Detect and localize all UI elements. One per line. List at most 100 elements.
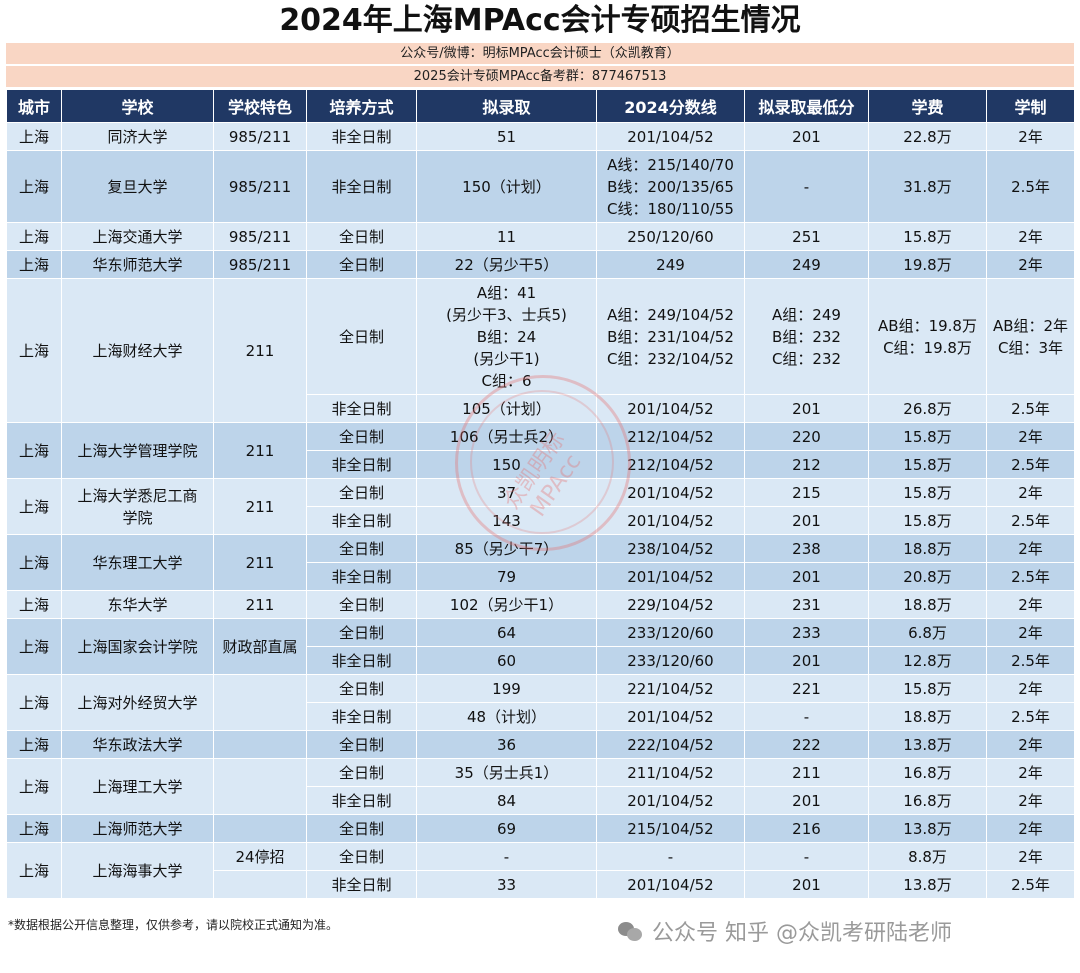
table-row: 非全日制 105（计划） 201/104/52 201 26.8万 2.5年 [6, 394, 1075, 423]
cell-line: 212/104/52 [596, 450, 745, 479]
cell-line: 233/120/60 [596, 618, 745, 647]
page-title: 2024年上海MPAcc会计专硕招生情况 [279, 3, 801, 38]
cell-years: 2年 [986, 730, 1075, 759]
cell-line: 215/104/52 [596, 814, 745, 843]
cell-line: 222/104/52 [596, 730, 745, 759]
cell-mode: 非全日制 [306, 150, 417, 223]
cell-city: 上海 [6, 534, 62, 591]
table-row: 上海 上海国家会计学院 财政部直属 全日制 64 233/120/60 233 … [6, 618, 1075, 675]
cell-mode: 非全日制 [306, 506, 417, 535]
cell-fee: 31.8万 [868, 150, 987, 223]
admissions-table: 城市 学校 学校特色 培养方式 拟录取 2024分数线 拟录取最低分 学费 学制… [6, 89, 1075, 899]
cell-years: 2.5年 [986, 646, 1075, 675]
cell-school: 上海理工大学 [61, 758, 214, 815]
cell-line: A组：249/104/52 B组：231/104/52 C组：232/104/5… [596, 278, 745, 395]
cell-city: 上海 [6, 590, 62, 619]
admit-a-extra: (另少干3、士兵5) [446, 305, 567, 324]
cell-admit: 85（另少干7） [416, 534, 597, 563]
cell-years: 2.5年 [986, 702, 1075, 731]
cell-admit: 60 [416, 646, 597, 675]
cell-min: - [744, 842, 869, 871]
cell-min: 238 [744, 534, 869, 563]
cell-years: 2年 [986, 222, 1075, 251]
line-b: B线：200/135/65 [607, 177, 734, 196]
cell-line: 229/104/52 [596, 590, 745, 619]
cell-fee: 15.8万 [868, 478, 987, 507]
cell-fee: AB组：19.8万 C组：19.8万 [868, 278, 987, 395]
cell-fee: 15.8万 [868, 422, 987, 451]
min-a: A组：249 [772, 305, 841, 324]
header-years: 学制 [986, 89, 1075, 123]
subtitle-group: 2025会计专硕MPAcc备考群：877467513 [6, 66, 1074, 87]
cell-line: 249 [596, 250, 745, 279]
cell-fee: 15.8万 [868, 506, 987, 535]
admit-b: B组：24 [476, 327, 537, 346]
cell-line: 201/104/52 [596, 870, 745, 899]
cell-feature: 211 [213, 478, 307, 535]
cell-years: 2年 [986, 422, 1075, 451]
cell-mode: 非全日制 [306, 450, 417, 479]
cell-fee: 8.8万 [868, 842, 987, 871]
line-b: B组：231/104/52 [607, 327, 734, 346]
cell-feature: 985/211 [213, 150, 307, 223]
header-school: 学校 [61, 89, 214, 123]
cell-years: 2年 [986, 250, 1075, 279]
cell-line: 238/104/52 [596, 534, 745, 563]
cell-admit: 35（另士兵1） [416, 758, 597, 787]
cell-school: 上海财经大学 [61, 278, 214, 423]
cell-line: 201/104/52 [596, 562, 745, 591]
cell-min: 212 [744, 450, 869, 479]
header-admit: 拟录取 [416, 89, 597, 123]
cell-fee: 26.8万 [868, 394, 987, 423]
cell-line: 233/120/60 [596, 646, 745, 675]
cell-feature: 211 [213, 590, 307, 619]
table-row: 上海 上海师范大学 全日制 69 215/104/52 216 13.8万 2年 [6, 814, 1075, 843]
wechat-icon [618, 920, 644, 942]
cell-min: 211 [744, 758, 869, 787]
cell-min: 201 [744, 506, 869, 535]
cell-fee: 16.8万 [868, 758, 987, 787]
cell-mode: 非全日制 [306, 702, 417, 731]
cell-city: 上海 [6, 674, 62, 731]
fee-c: C组：19.8万 [883, 338, 972, 357]
subtitle-contact: 公众号/微博：明标MPAcc会计硕士（众凯教育） [6, 43, 1074, 64]
cell-fee: 13.8万 [868, 730, 987, 759]
cell-school: 华东师范大学 [61, 250, 214, 279]
cell-city: 上海 [6, 222, 62, 251]
cell-admit: 48（计划） [416, 702, 597, 731]
cell-line: 201/104/52 [596, 122, 745, 151]
cell-city: 上海 [6, 730, 62, 759]
cell-fee: 19.8万 [868, 250, 987, 279]
cell-fee: 12.8万 [868, 646, 987, 675]
cell-years: 2年 [986, 786, 1075, 815]
cell-admit: 106（另士兵2） [416, 422, 597, 451]
cell-fee: 18.8万 [868, 534, 987, 563]
cell-years: 2.5年 [986, 394, 1075, 423]
cell-mode: 全日制 [306, 478, 417, 507]
cell-years: 2.5年 [986, 150, 1075, 223]
table-row: 上海 东华大学 211 全日制 102（另少干1） 229/104/52 231… [6, 590, 1075, 619]
cell-admit: 51 [416, 122, 597, 151]
cell-fee: 13.8万 [868, 870, 987, 899]
cell-mode: 全日制 [306, 758, 417, 787]
cell-admit: 150 [416, 450, 597, 479]
cell-feature [213, 758, 307, 815]
cell-years: 2.5年 [986, 562, 1075, 591]
cell-min: 249 [744, 250, 869, 279]
cell-fee: 16.8万 [868, 786, 987, 815]
cell-fee: 18.8万 [868, 702, 987, 731]
cell-city: 上海 [6, 422, 62, 479]
cell-line: 250/120/60 [596, 222, 745, 251]
cell-city: 上海 [6, 618, 62, 675]
cell-line: 201/104/52 [596, 786, 745, 815]
cell-min: 201 [744, 646, 869, 675]
cell-feature: 211 [213, 422, 307, 479]
cell-mode: 全日制 [306, 618, 417, 647]
cell-city: 上海 [6, 150, 62, 223]
cell-school: 华东理工大学 [61, 534, 214, 591]
cell-admit: 79 [416, 562, 597, 591]
cell-mode: 非全日制 [306, 394, 417, 423]
cell-admit: 69 [416, 814, 597, 843]
cell-admit: 84 [416, 786, 597, 815]
cell-admit: 143 [416, 506, 597, 535]
